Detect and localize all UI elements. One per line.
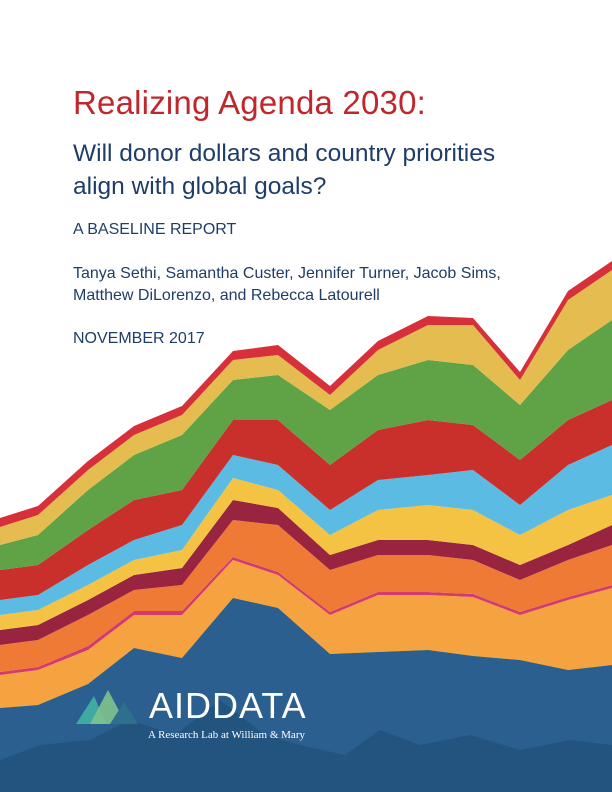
- stream-mountain-shade: [0, 700, 612, 792]
- report-title: Realizing Agenda 2030:: [73, 84, 427, 121]
- logo-wordmark: AIDDATA: [149, 685, 307, 726]
- stream-band-light-orange: [0, 560, 612, 708]
- report-subtitle: Will donor dollars and country prioritie…: [73, 140, 496, 200]
- report-type: A BASELINE REPORT: [73, 221, 237, 238]
- stream-band-green: [0, 320, 612, 570]
- stream-band-sky-blue: [0, 445, 612, 615]
- aiddata-mountains-icon: [76, 690, 138, 724]
- stream-band-yellow: [0, 478, 612, 630]
- stream-band-gold: [0, 270, 612, 545]
- authors: Tanya Sethi, Samantha Custer, Jennifer T…: [73, 265, 501, 304]
- stream-band-red: [0, 400, 612, 600]
- publication-date: NOVEMBER 2017: [73, 330, 205, 347]
- logo-tagline: A Research Lab at William & Mary: [148, 729, 305, 741]
- stream-band-orange: [0, 520, 612, 672]
